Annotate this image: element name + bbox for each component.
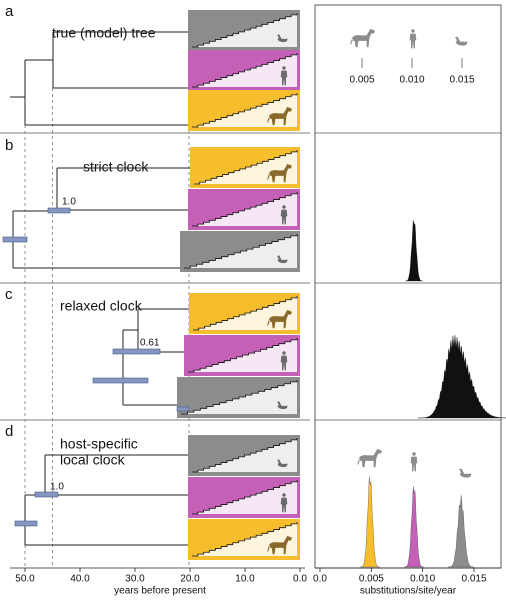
panel-title: relaxed clock <box>60 298 143 314</box>
horse-icon <box>357 448 382 468</box>
node-label: 1.0 <box>50 482 64 493</box>
panel-letter: a <box>5 3 14 20</box>
tips <box>181 380 298 415</box>
node-label: 0.61 <box>140 338 160 349</box>
panel-title: host-specific <box>60 436 138 452</box>
rate-label: 0.010 <box>399 75 424 86</box>
horse-icon <box>350 28 375 48</box>
hpd-bar <box>92 377 149 384</box>
human-icon <box>410 452 418 472</box>
tips <box>184 234 298 269</box>
human-icon <box>409 29 417 49</box>
density <box>405 220 423 282</box>
tick-label: 0.010 <box>410 574 435 585</box>
tree <box>24 454 188 546</box>
tick-label: 0.0 <box>313 574 327 585</box>
tips <box>193 296 298 331</box>
axis-label: substitutions/site/year <box>360 586 457 597</box>
panel-letter: b <box>5 137 13 154</box>
tips <box>192 192 298 227</box>
axis-label: years before present <box>114 586 206 597</box>
tips <box>192 53 298 88</box>
right-frame <box>314 4 502 569</box>
duck-icon <box>454 36 468 48</box>
panel-title: strict clock <box>83 159 149 175</box>
host-blocks <box>177 10 300 560</box>
hpd-bar <box>34 491 59 498</box>
tick-label: 30.0 <box>125 574 145 585</box>
hpd-bar <box>112 348 161 355</box>
density <box>404 486 424 568</box>
tips <box>192 13 298 48</box>
tick-label: 0.0 <box>293 574 307 585</box>
panel-letter: d <box>5 423 13 440</box>
tick-label: 0.005 <box>359 574 384 585</box>
tips <box>192 438 298 473</box>
tick-label: 20.0 <box>180 574 200 585</box>
tree <box>122 308 189 406</box>
hpd-bar <box>14 520 38 527</box>
panel-title: local clock <box>60 452 126 468</box>
tick-label: 0.015 <box>461 574 486 585</box>
tips <box>194 150 298 185</box>
hpd-bar <box>176 406 190 412</box>
tips <box>192 93 298 128</box>
tips <box>188 338 298 373</box>
hpd-bar <box>2 236 28 243</box>
rate-label: 0.015 <box>449 75 474 86</box>
density <box>360 476 380 568</box>
tick-label: 50.0 <box>15 574 35 585</box>
tree <box>10 31 188 126</box>
densities <box>360 220 506 568</box>
tips <box>192 480 298 515</box>
node-label: 1.0 <box>62 197 76 208</box>
density <box>448 495 474 568</box>
tick-label: 40.0 <box>70 574 90 585</box>
panel-title: true (model) tree <box>52 25 156 41</box>
duck-icon <box>458 468 472 480</box>
rate-label: 0.005 <box>349 75 374 86</box>
tips <box>192 522 298 557</box>
hpd-bar <box>47 207 71 214</box>
tree <box>12 167 190 269</box>
tick-label: 10.0 <box>235 574 255 585</box>
panel-letter: c <box>5 286 13 303</box>
density <box>418 335 506 419</box>
